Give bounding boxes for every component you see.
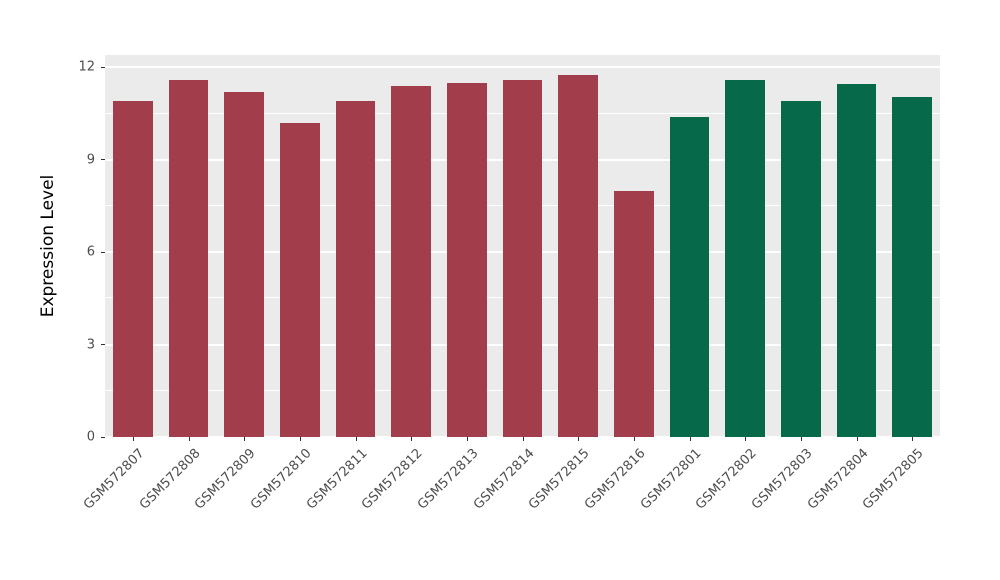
x-tick-label: GSM572812 <box>359 446 426 513</box>
y-tick-label: 12 <box>78 59 95 75</box>
bar-slot <box>884 55 940 437</box>
y-tick-label: 0 <box>86 429 95 445</box>
x-tick-label: GSM572803 <box>748 446 816 513</box>
x-tick-label: GSM572807 <box>80 446 148 513</box>
y-tick-label: 6 <box>86 244 95 260</box>
bar-GSM572814 <box>502 79 543 437</box>
x-tick-label: GSM572816 <box>581 446 649 513</box>
bar-slot <box>105 55 161 437</box>
bar-GSM572811 <box>335 101 376 437</box>
bar-slot <box>606 55 662 437</box>
bar-slot <box>439 55 495 437</box>
major-gridline <box>105 66 940 69</box>
chart-panel <box>105 55 940 438</box>
y-axis-title: Expression Level <box>38 174 58 318</box>
bar-slot <box>272 55 328 437</box>
bar-slot <box>717 55 773 437</box>
bar-slot <box>216 55 272 437</box>
x-tick-label: GSM572805 <box>860 446 927 513</box>
y-tick-label: 3 <box>86 337 95 353</box>
bar-slot <box>662 55 718 437</box>
bar-GSM572801 <box>669 116 710 437</box>
y-tick-label: 9 <box>86 152 95 168</box>
bar-slot <box>773 55 829 437</box>
bars-container <box>105 55 940 437</box>
bar-slot <box>383 55 439 437</box>
bar-slot <box>161 55 217 437</box>
bar-slot <box>328 55 384 437</box>
x-tick-label: GSM572801 <box>637 446 705 513</box>
x-tick-label: GSM572813 <box>414 446 482 513</box>
bar-slot <box>495 55 551 437</box>
x-tick-label: GSM572809 <box>192 446 259 513</box>
bar-GSM572816 <box>614 190 654 437</box>
x-tick-label: GSM572804 <box>804 446 872 513</box>
x-tick-label: GSM572808 <box>136 446 204 513</box>
bar-GSM572809 <box>224 91 264 437</box>
bar-GSM572802 <box>725 79 765 437</box>
x-tick-label: GSM572802 <box>693 446 760 513</box>
x-tick-label: GSM572811 <box>303 446 371 513</box>
bar-GSM572808 <box>168 79 209 437</box>
bar-slot <box>550 55 606 437</box>
bar-GSM572803 <box>781 101 821 437</box>
bar-GSM572810 <box>280 122 320 437</box>
bar-GSM572805 <box>892 96 932 437</box>
x-tick-label: GSM572814 <box>470 446 538 513</box>
bar-GSM572804 <box>836 84 877 437</box>
x-tick-label: GSM572810 <box>247 446 315 513</box>
bar-GSM572815 <box>558 75 598 437</box>
bar-GSM572812 <box>391 85 431 437</box>
x-tick-label: GSM572815 <box>526 446 593 513</box>
bar-slot <box>829 55 885 437</box>
bar-GSM572807 <box>113 101 153 437</box>
bar-GSM572813 <box>447 82 487 437</box>
